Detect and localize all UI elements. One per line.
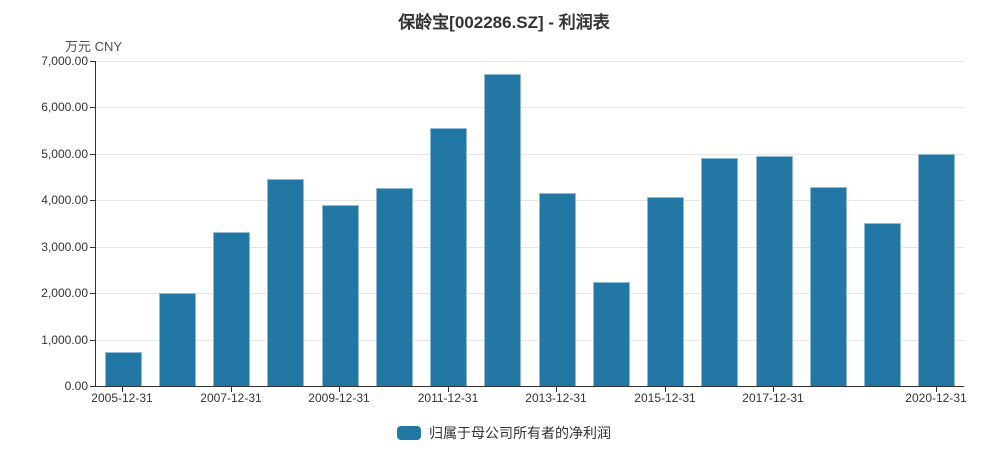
y-axis-tick-label: 1,000.00 <box>41 333 88 347</box>
x-axis-tick-label: 2009-12-31 <box>308 391 370 405</box>
x-axis-tick-label: 2017-12-31 <box>742 391 804 405</box>
bar-2008-12-31[interactable] <box>267 179 304 386</box>
x-axis-tick-label: 2013-12-31 <box>525 391 587 405</box>
grid-line <box>96 200 964 201</box>
legend-marker-icon <box>397 426 421 440</box>
bar-2020-12-31[interactable] <box>918 154 955 386</box>
grid-line <box>96 154 964 155</box>
bar-2014-12-31[interactable] <box>593 282 630 386</box>
y-axis-tick <box>90 247 95 248</box>
grid-line <box>96 107 964 108</box>
y-axis-tick <box>90 386 95 387</box>
bar-2018-12-31[interactable] <box>810 187 847 386</box>
x-axis-tick <box>231 387 232 392</box>
bar-2012-12-31[interactable] <box>484 74 521 386</box>
y-axis-tick-label: 0.00 <box>64 379 88 393</box>
legend-item[interactable]: 归属于母公司所有者的净利润 <box>0 422 1008 444</box>
bar-2009-12-31[interactable] <box>322 205 359 386</box>
x-axis-tick-label: 2015-12-31 <box>634 391 696 405</box>
x-axis-tick <box>665 387 666 392</box>
y-axis-tick-label: 6,000.00 <box>41 100 88 114</box>
y-axis-tick-label: 3,000.00 <box>41 240 88 254</box>
x-axis-tick-label: 2005-12-31 <box>91 391 153 405</box>
y-axis-tick <box>90 293 95 294</box>
x-axis-tick <box>448 387 449 392</box>
bar-2013-12-31[interactable] <box>539 193 576 386</box>
plot-area <box>95 61 964 387</box>
bar-2010-12-31[interactable] <box>376 188 413 386</box>
x-axis-tick-label: 2007-12-31 <box>200 391 262 405</box>
legend-label: 归属于母公司所有者的净利润 <box>429 425 611 441</box>
x-axis-tick <box>936 387 937 392</box>
y-axis-tick <box>90 61 95 62</box>
y-axis-tick-label: 4,000.00 <box>41 193 88 207</box>
grid-line <box>96 293 964 294</box>
y-axis-tick <box>90 200 95 201</box>
y-axis-tick-label: 7,000.00 <box>41 54 88 68</box>
y-axis-tick-label: 2,000.00 <box>41 286 88 300</box>
bar-2006-12-31[interactable] <box>159 293 196 386</box>
bar-2007-12-31[interactable] <box>213 232 250 386</box>
grid-line <box>96 340 964 341</box>
bar-2015-12-31[interactable] <box>647 197 684 386</box>
grid-line <box>96 61 964 62</box>
y-axis-tick <box>90 340 95 341</box>
y-axis-tick <box>90 107 95 108</box>
bar-2016-12-31[interactable] <box>701 158 738 386</box>
x-axis-tick-label: 2011-12-31 <box>417 391 479 405</box>
x-axis-tick <box>773 387 774 392</box>
bar-2017-12-31[interactable] <box>756 156 793 386</box>
y-axis-tick <box>90 154 95 155</box>
y-axis-unit-label: 万元 CNY <box>65 39 123 54</box>
bar-2005-12-31[interactable] <box>105 352 142 386</box>
x-axis-tick <box>339 387 340 392</box>
grid-line <box>96 247 964 248</box>
x-axis-tick-label: 2020-12-31 <box>905 391 967 405</box>
chart-title: 保龄宝[002286.SZ] - 利润表 <box>398 13 610 32</box>
bar-2019-12-31[interactable] <box>864 223 901 386</box>
x-axis-tick <box>122 387 123 392</box>
y-axis-tick-label: 5,000.00 <box>41 147 88 161</box>
bar-2011-12-31[interactable] <box>430 128 467 386</box>
x-axis-tick <box>556 387 557 392</box>
